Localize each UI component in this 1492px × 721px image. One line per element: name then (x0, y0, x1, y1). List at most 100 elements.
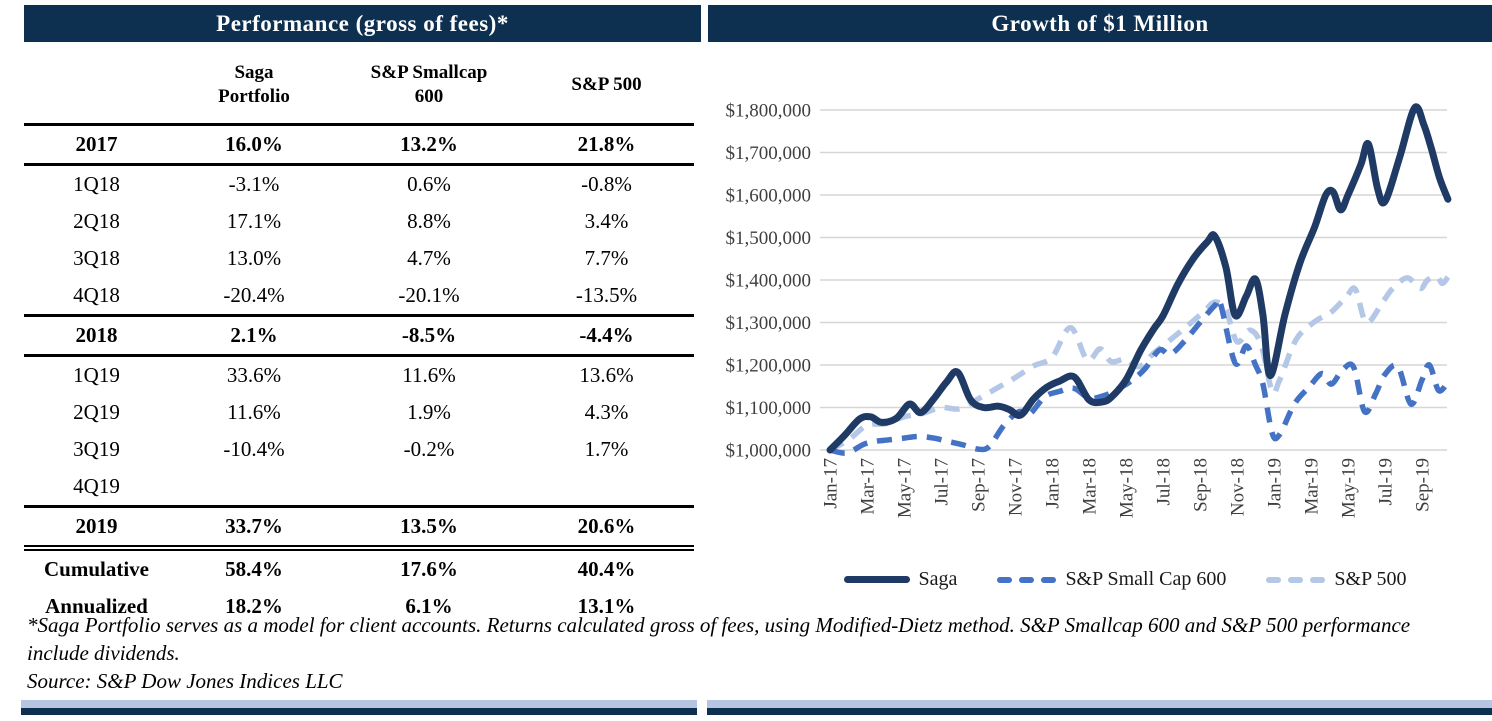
value-cell: -10.4% (223, 437, 285, 461)
x-axis-label: Jan-19 (1264, 458, 1285, 509)
value-cell: 2.1% (169, 314, 339, 357)
x-axis-label: May-17 (894, 458, 915, 518)
y-axis-label: $1,600,000 (726, 185, 812, 206)
row-label: 1Q19 (73, 363, 120, 387)
y-axis-label: $1,000,000 (726, 440, 812, 461)
legend-dashed-line-marker (1266, 576, 1326, 583)
performance-table: Saga Portfolio S&P Smallcap 600 S&P 500 … (24, 47, 694, 625)
x-axis-label-group: Mar-18 (1079, 458, 1100, 515)
value-cell: 20.6% (519, 505, 694, 551)
x-axis-label: Jan-17 (820, 458, 841, 509)
value-cell: 33.7% (169, 505, 339, 551)
x-axis-label: Jul-18 (1153, 458, 1174, 506)
legend-item-s-p-500: S&P 500 (1266, 568, 1406, 591)
value-cell: 17.1% (226, 209, 282, 233)
x-axis-label-group: May-19 (1338, 458, 1359, 518)
value-cell: 13.6% (579, 363, 634, 387)
table-header-row: Saga Portfolio S&P Smallcap 600 S&P 500 (24, 47, 694, 125)
growth-chart-svg: $1,000,000 $1,100,000 $1,200,000 $1,300,000… (726, 100, 1452, 518)
y-axis-label: $1,300,000 (726, 313, 812, 334)
footnote-text: *Saga Portfolio serves as a model for cl… (27, 613, 1411, 665)
row-label: Cumulative (44, 557, 149, 581)
performance-table-title: Performance (gross of fees)* (24, 5, 701, 42)
x-axis-label: Jul-17 (931, 458, 952, 506)
table-row-2019: 2019 33.7% 13.5% 20.6% (24, 505, 694, 551)
x-axis-label: Nov-18 (1227, 458, 1248, 516)
legend-item-saga: Saga (843, 568, 957, 591)
x-axis-label-group: Jul-19 (1375, 458, 1396, 506)
y-axis-label: $1,200,000 (726, 355, 812, 376)
row-label: 2018 (24, 314, 169, 357)
x-axis-label-group: Jul-18 (1153, 458, 1174, 506)
value-cell: 40.4% (577, 557, 636, 581)
value-cell: -20.4% (223, 283, 285, 307)
row-label: 4Q18 (73, 283, 120, 307)
value-cell: 0.6% (407, 172, 451, 196)
x-axis-label-group: Jan-19 (1264, 458, 1285, 509)
x-axis-label-group: May-17 (894, 458, 915, 518)
growth-chart-title: Growth of $1 Million (708, 5, 1492, 42)
x-axis-label-group: Mar-17 (857, 458, 878, 515)
header-saga-portfolio: Saga Portfolio (218, 62, 290, 107)
bottom-bar-left-light (21, 700, 697, 708)
value-cell: 33.6% (226, 363, 282, 387)
series-line-saga (826, 103, 1452, 454)
table-row-4q18: 4Q18 -20.4% -20.1% -13.5% (24, 277, 694, 316)
series-line-s-p-small-cap-600 (829, 296, 1451, 456)
performance-table-body: 2017 16.0% 13.2% 21.8% 1Q18 -3.1% 0.6% -0.8% 2Q1… (24, 123, 694, 626)
value-cell: -8.5% (339, 314, 519, 357)
legend-item-s-p-small-cap-600: S&P Small Cap 600 (997, 568, 1226, 591)
value-cell: 16.0% (169, 123, 339, 166)
x-axis-label: Sep-19 (1412, 458, 1433, 512)
value-cell: -3.1% (228, 172, 280, 196)
legend-dashed-line-marker (997, 576, 1057, 583)
table-row-3q18: 3Q18 13.0% 4.7% 7.7% (24, 240, 694, 277)
y-axis-label: $1,100,000 (726, 398, 812, 419)
x-axis-label-group: May-18 (1116, 458, 1137, 518)
header-blank (24, 47, 169, 125)
value-cell: 11.6% (402, 363, 456, 387)
x-axis-label-group: Sep-18 (1190, 458, 1211, 512)
x-axis-label: May-18 (1116, 458, 1137, 518)
row-label: 1Q18 (73, 172, 120, 196)
x-axis-label-group: Sep-19 (1412, 458, 1433, 512)
row-label: 2Q18 (73, 209, 120, 233)
value-cell: 21.8% (519, 123, 694, 166)
table-row-cumulative: Cumulative 58.4% 17.6% 40.4% (24, 548, 694, 588)
y-axis-label: $1,800,000 (726, 100, 812, 121)
x-axis-label-group: Jul-17 (931, 458, 952, 506)
x-axis-label: Mar-18 (1079, 458, 1100, 515)
value-cell: 1.7% (584, 437, 629, 461)
x-axis-label: Jul-19 (1375, 458, 1396, 506)
table-row-2q18: 2Q18 17.1% 8.8% 3.4% (24, 203, 694, 240)
x-axis-label-group: Jan-17 (820, 458, 841, 509)
value-cell: 13.0% (226, 246, 282, 270)
value-cell: 1.9% (407, 400, 451, 424)
value-cell: -0.2% (403, 437, 455, 461)
x-axis-label-group: Mar-19 (1301, 458, 1322, 515)
value-cell: 11.6% (227, 400, 281, 424)
bottom-bar-left-navy (21, 708, 697, 715)
row-label: 3Q19 (73, 437, 120, 461)
footnote: *Saga Portfolio serves as a model for cl… (27, 612, 1475, 696)
x-axis-label: Mar-17 (857, 458, 878, 515)
x-axis-label: May-19 (1338, 458, 1359, 518)
value-cell: 8.8% (407, 209, 451, 233)
header-sp-500: S&P 500 (571, 74, 642, 96)
value-cell: 18.2% (225, 594, 283, 618)
x-axis-label-group: Nov-17 (1005, 458, 1026, 516)
table-row-3q19: 3Q19 -10.4% -0.2% 1.7% (24, 431, 694, 468)
value-cell: -4.4% (519, 314, 694, 357)
value-cell: -0.8% (581, 172, 632, 196)
row-label: 4Q19 (73, 474, 120, 498)
value-cell: 3.4% (584, 209, 629, 233)
value-cell: 7.7% (584, 246, 629, 270)
table-row-4q19: 4Q19 (24, 468, 694, 507)
value-cell: 13.5% (339, 505, 519, 551)
header-sp-smallcap-600: S&P Smallcap 600 (370, 62, 488, 107)
value-cell: 4.7% (407, 246, 451, 270)
value-cell: 17.6% (400, 557, 458, 581)
bottom-bar-right-navy (707, 708, 1492, 715)
chart-legend: Saga S&P Small Cap 600 S&P 500 (770, 568, 1480, 591)
